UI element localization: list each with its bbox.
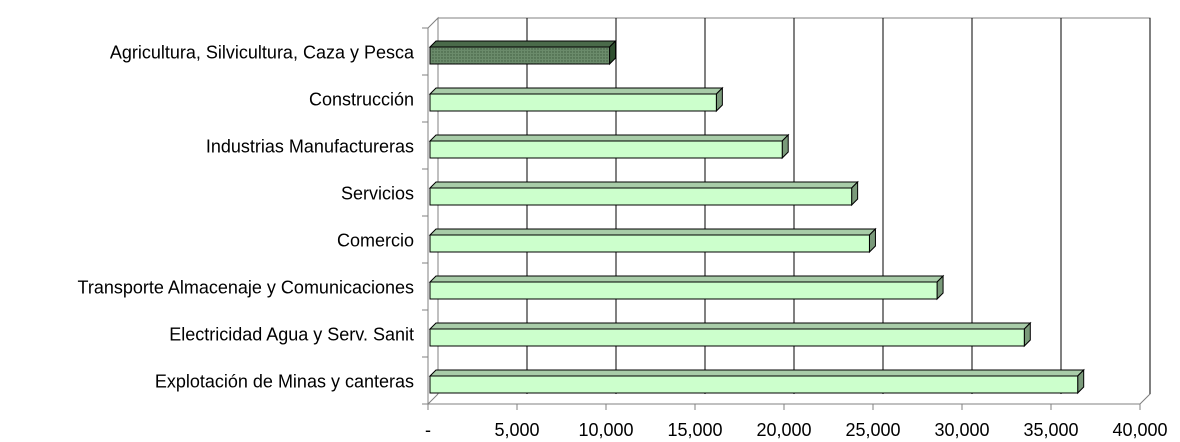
bar <box>428 39 617 66</box>
bar-top <box>428 275 945 283</box>
bars <box>428 39 1085 395</box>
category-label: Transporte Almacenaje y Comunicaciones <box>78 278 415 298</box>
bar <box>428 133 790 160</box>
x-tick-label: 15,000 <box>667 420 722 440</box>
x-tick-label: 40,000 <box>1112 420 1167 440</box>
x-tick-label: 20,000 <box>756 420 811 440</box>
bar <box>428 321 1032 348</box>
category-label: Explotación de Minas y canteras <box>155 372 414 392</box>
bar-top <box>428 134 790 142</box>
x-tick-label: 25,000 <box>845 420 900 440</box>
category-labels: Agricultura, Silvicultura, Caza y Pesca C… <box>78 43 415 392</box>
bar-top <box>428 40 617 48</box>
floor-edge <box>427 393 439 405</box>
category-label: Industrias Manufactureras <box>206 137 414 157</box>
bar-face <box>429 328 1025 347</box>
bar <box>428 274 945 301</box>
category-label: Construcción <box>309 90 414 110</box>
bar <box>428 368 1085 395</box>
category-label: Electricidad Agua y Serv. Sanit <box>169 325 414 345</box>
x-tick-label: - <box>425 420 431 440</box>
bar-top <box>428 181 859 189</box>
x-tick-label: 35,000 <box>1023 420 1078 440</box>
x-axis: - 5,000 10,000 15,000 20,000 25,000 30,000 35,0… <box>425 404 1168 440</box>
bar-face <box>429 46 611 65</box>
bar <box>428 227 877 254</box>
bar-face <box>429 234 870 253</box>
bar <box>428 86 724 113</box>
x-tick-label: 10,000 <box>578 420 633 440</box>
category-label: Servicios <box>341 184 414 204</box>
bar-top <box>428 87 724 95</box>
x-tick-label: 30,000 <box>934 420 989 440</box>
x-tick-label: 5,000 <box>494 420 539 440</box>
bar-face <box>429 187 853 206</box>
category-label: Comercio <box>337 231 414 251</box>
bar-face <box>429 375 1079 394</box>
bar-top <box>428 228 877 236</box>
category-label: Agricultura, Silvicultura, Caza y Pesca <box>110 43 415 63</box>
bar-face <box>429 281 938 300</box>
bar-top <box>428 322 1032 330</box>
bar-face <box>429 93 717 112</box>
bar-face <box>429 140 783 159</box>
bar <box>428 180 859 207</box>
bar-top <box>428 369 1085 377</box>
